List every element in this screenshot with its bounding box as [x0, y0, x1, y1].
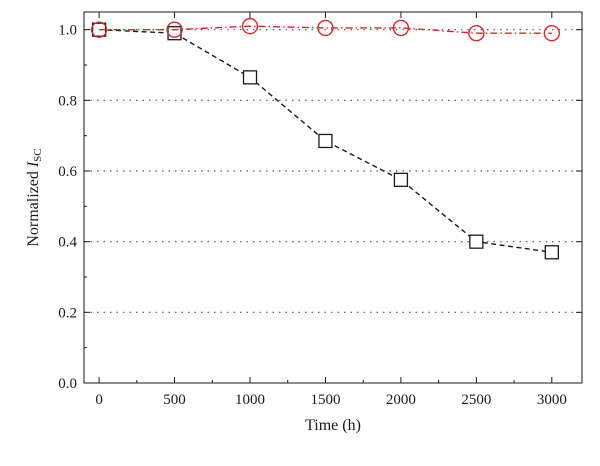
- circle-marker: [317, 19, 334, 37]
- y-tick-label: 1.0: [58, 23, 77, 39]
- x-tick-label: 3000: [537, 392, 567, 408]
- series-circle: [90, 17, 561, 42]
- square-marker: [318, 133, 333, 149]
- x-tick-label: 500: [163, 392, 186, 408]
- x-tick-label: 1000: [235, 392, 265, 408]
- y-tick-label: 0.2: [58, 305, 77, 321]
- x-tick-label: 2000: [386, 392, 416, 408]
- y-axis-title-subscript: SC: [32, 148, 44, 161]
- x-tick-label: 2500: [461, 392, 491, 408]
- plot-frame: [83, 11, 583, 384]
- y-axis-title-main: Normalized: [25, 167, 42, 247]
- circle-marker: [166, 21, 183, 38]
- circle-marker: [468, 25, 485, 42]
- y-axis-title-italic: I: [25, 161, 42, 168]
- grid-lines: [84, 29, 582, 313]
- series-square: [91, 22, 559, 260]
- square-marker: [393, 172, 409, 187]
- series-line-circle: [99, 25, 552, 34]
- y-tick-label: 0.8: [58, 93, 77, 109]
- square-marker: [242, 70, 258, 85]
- circle-marker: [90, 21, 108, 38]
- circle-marker: [543, 25, 561, 42]
- x-tick-label: 0: [95, 392, 103, 408]
- circle-marker: [392, 19, 410, 37]
- axis-ticks: 0 500 1000 1500 2000 2500 3000 0.0 0.2 0.4 0.6 0.8 1…: [58, 12, 582, 408]
- y-tick-label: 0.4: [58, 235, 77, 251]
- y-tick-label: 0.0: [58, 376, 77, 392]
- y-axis-title: Normalized ISC: [25, 148, 44, 246]
- circle-marker: [241, 17, 259, 35]
- x-axis-title: Time (h): [305, 417, 361, 434]
- x-tick-label: 1500: [310, 392, 340, 408]
- square-marker: [469, 234, 484, 249]
- y-tick-label: 0.6: [58, 164, 77, 180]
- series-layer: [90, 17, 561, 260]
- square-marker: [544, 245, 559, 260]
